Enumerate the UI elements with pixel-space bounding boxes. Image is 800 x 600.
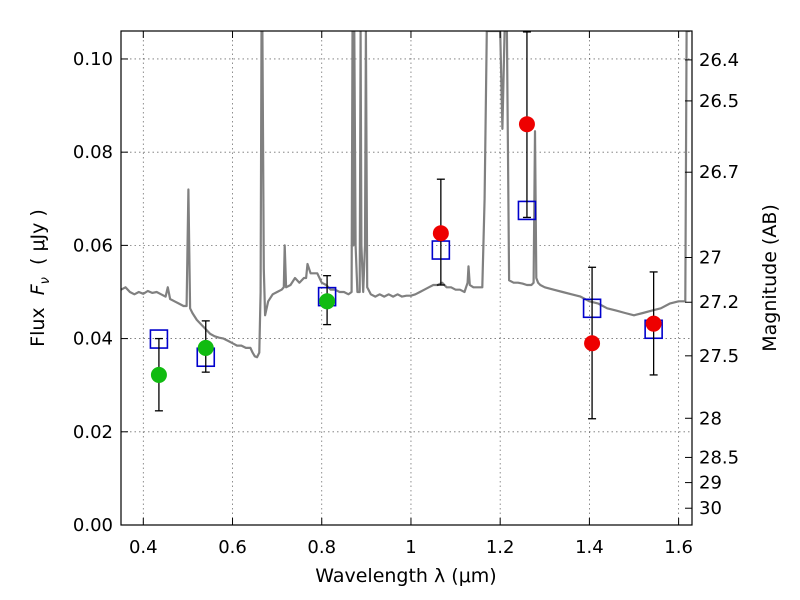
magnitude-tick-label: 26.4 — [699, 50, 739, 71]
magnitude-tick-label: 27.2 — [699, 292, 739, 313]
x-axis-label: Wavelength λ (μm) — [315, 565, 496, 587]
observed-points-layer — [150, 116, 662, 383]
observed-point-green — [150, 366, 167, 383]
y-axis-label-subscript: ν — [38, 277, 53, 284]
observed-point-red — [432, 225, 449, 242]
observed-point-green — [197, 339, 214, 356]
magnitude-tick-label: 28.5 — [699, 447, 739, 468]
y-axis-label-prefix: Flux — [27, 295, 49, 347]
x-tick-label: 1.2 — [486, 537, 515, 558]
x-tick-label: 0.6 — [218, 537, 247, 558]
y-tick-label: 0.08 — [73, 142, 113, 163]
spectrum-layer — [121, 31, 690, 359]
magnitude-axis-label: Magnitude (AB) — [759, 204, 781, 352]
y-axis-ticks: 0.00 0.02 0.04 0.06 0.08 0.10 — [73, 49, 128, 536]
x-tick-label: 0.8 — [307, 537, 336, 558]
spectrum-line — [121, 31, 690, 359]
y-tick-label: 0.00 — [73, 515, 113, 536]
y-tick-label: 0.10 — [73, 49, 113, 70]
observed-point-green — [319, 293, 336, 310]
magnitude-tick-label: 30 — [699, 498, 722, 519]
magnitude-axis-ticks: 26.4 26.5 26.7 27 27.2 27.5 28 28.5 29 30 — [685, 50, 739, 519]
x-tick-label: 1.6 — [664, 537, 693, 558]
observed-point-red — [584, 335, 601, 352]
magnitude-tick-label: 29 — [699, 473, 722, 494]
y-axis-label-suffix: ( μJy ) — [27, 209, 49, 277]
x-tick-label: 0.4 — [129, 537, 158, 558]
y-axis-label-symbol: F — [27, 283, 49, 295]
x-tick-label: 1 — [405, 537, 416, 558]
observed-point-red — [518, 116, 535, 133]
y-tick-label: 0.06 — [73, 235, 113, 256]
x-tick-label: 1.4 — [575, 537, 604, 558]
y-tick-label: 0.02 — [73, 422, 113, 443]
magnitude-tick-label: 28 — [699, 408, 722, 429]
x-axis-ticks: 0.4 0.6 0.8 1 1.2 1.4 1.6 — [129, 31, 693, 558]
magnitude-tick-label: 27.5 — [699, 346, 739, 367]
grid — [121, 31, 692, 525]
magnitude-tick-label: 26.5 — [699, 91, 739, 112]
magnitude-tick-label: 27 — [699, 247, 722, 268]
magnitude-tick-label: 26.7 — [699, 162, 739, 183]
plot-frame — [120, 30, 693, 526]
y-axis-label: Flux Fν ( μJy ) — [27, 209, 53, 347]
y-tick-label: 0.04 — [73, 329, 113, 350]
observed-point-red — [645, 315, 662, 332]
